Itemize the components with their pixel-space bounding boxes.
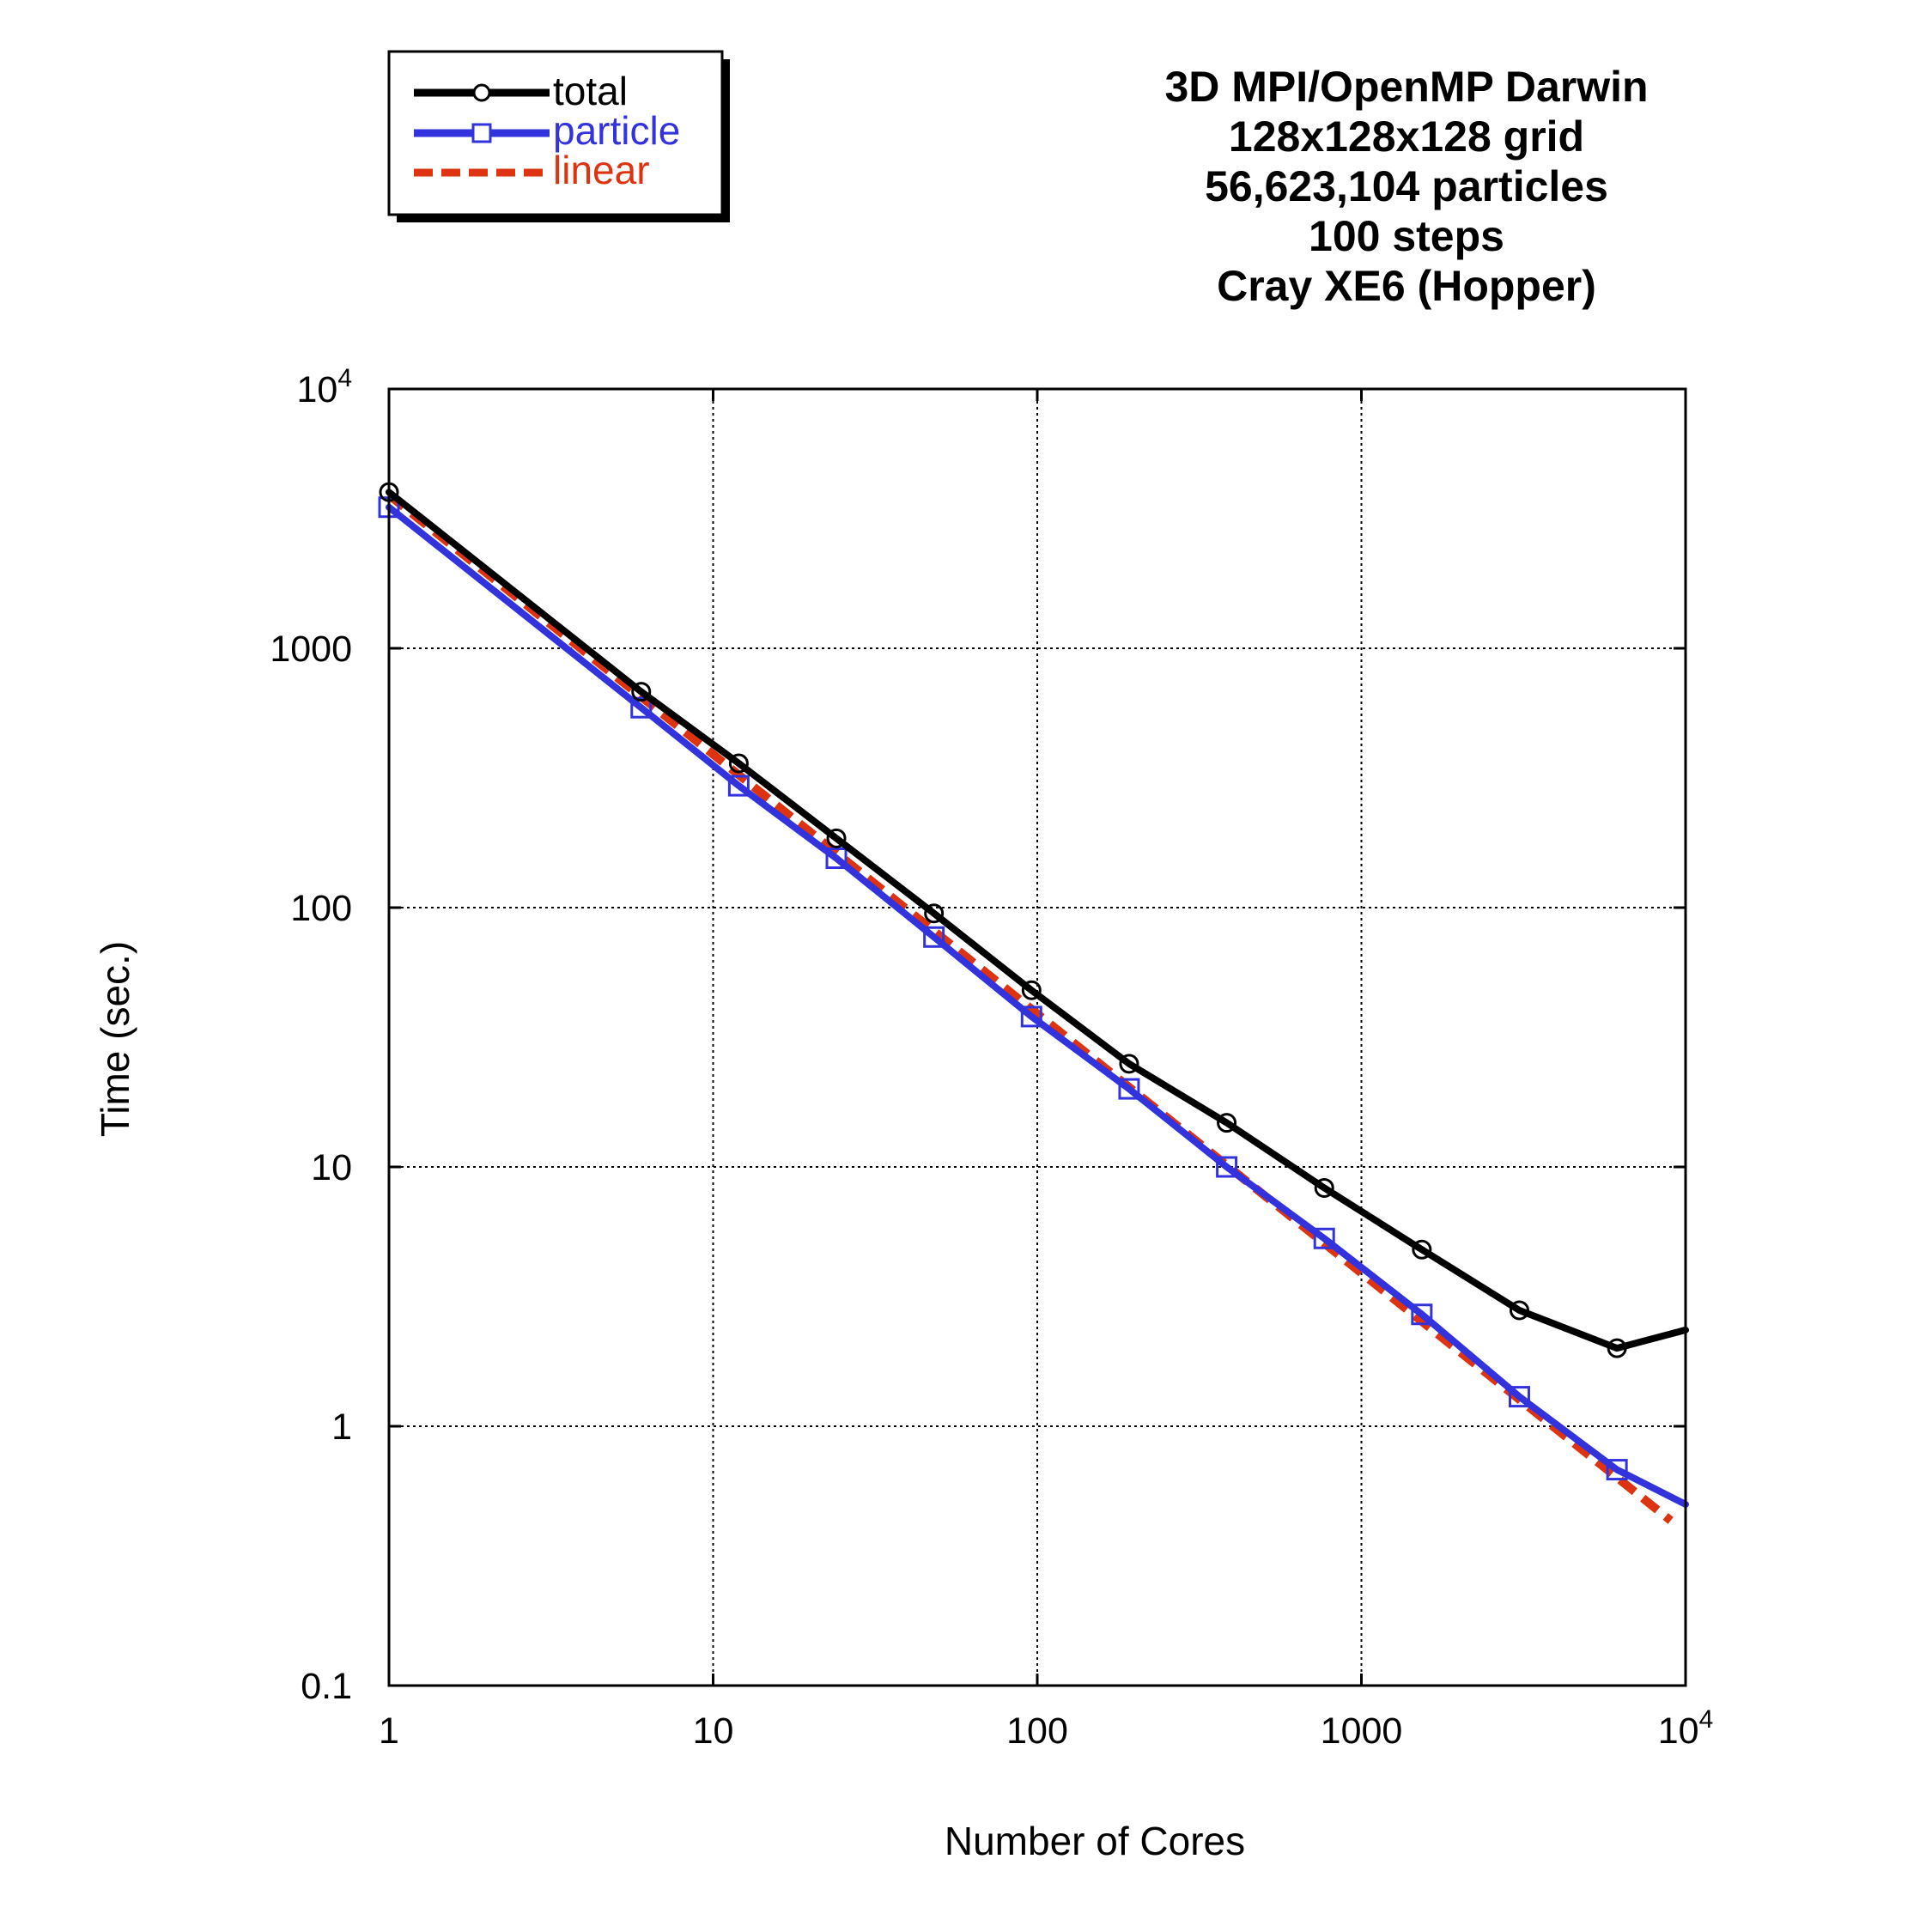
x-tick-label: 104 [1658,1705,1714,1752]
y-tick-label: 1 [331,1406,352,1448]
point-total [1314,1177,1334,1198]
point-particle [923,926,945,948]
grid-lines [389,389,1686,1686]
point-total [1021,980,1042,1000]
point-particle [1020,1005,1042,1028]
x-tick-label: 1 [379,1710,399,1752]
series-line-total [386,489,1689,1352]
y-tick-label: 100 [290,888,352,929]
point-total [728,753,749,774]
x-axis-title: Number of Cores [945,1819,1245,1863]
legend: total particle linear [387,50,730,222]
y-tick-label: 1000 [270,629,352,670]
legend-marker-total [472,83,491,102]
point-particle [1313,1227,1335,1249]
x-tick-label: 1000 [1321,1710,1403,1752]
point-particle [1411,1303,1433,1326]
point-particle [727,775,750,797]
series-line-particle [386,503,1689,1508]
point-particle [1216,1156,1238,1178]
legend-label-total: total [553,69,628,113]
legend-marker-particle [471,123,492,143]
point-particle [1606,1459,1628,1481]
title-line-5: Cray XE6 (Hopper) [1217,262,1596,310]
point-particle [630,696,653,719]
tick-labels: 1 10 100 1000 104 0.1 1 10 100 1000 104 [270,364,1713,1752]
point-particle [825,848,848,870]
point-total [1607,1338,1627,1358]
y-tick-label: 10 [311,1147,352,1188]
point-total [826,828,847,848]
series-layer [378,482,1689,1524]
point-total [1412,1239,1432,1260]
title-line-4: 100 steps [1309,212,1504,260]
point-particle [1509,1386,1531,1408]
y-axis-title: Time (sec.) [93,941,137,1137]
point-total [1217,1113,1237,1133]
point-particle [1118,1078,1140,1100]
title-line-1: 3D MPI/OpenMP Darwin [1164,63,1648,111]
y-tick-label: 0.1 [301,1666,352,1707]
point-total [1510,1300,1530,1321]
legend-label-linear: linear [553,148,650,192]
y-tick-label: 104 [296,364,352,410]
point-total [924,903,945,924]
title-line-3: 56,623,104 particles [1205,162,1608,210]
x-tick-label: 100 [1006,1710,1068,1752]
x-tick-label: 10 [693,1710,734,1752]
title-line-2: 128x128x128 grid [1229,112,1584,161]
point-total [1119,1054,1139,1074]
point-total [631,682,652,702]
chart-title: 3D MPI/OpenMP Darwin 128x128x128 grid 56… [1164,63,1648,310]
legend-label-particle: particle [553,108,680,153]
